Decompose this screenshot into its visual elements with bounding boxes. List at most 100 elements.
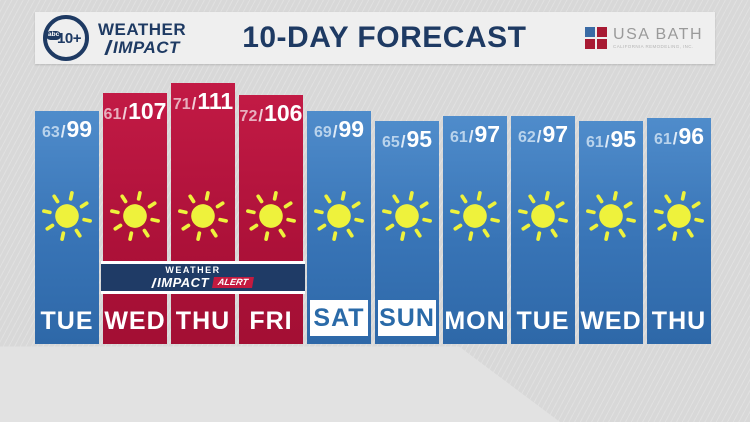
forecast-day-column: 69 / 99 xyxy=(307,111,371,344)
day-label: THU xyxy=(651,306,707,335)
day-strip: WED xyxy=(579,298,643,344)
forecast-day-column: 63 / 99 xyxy=(35,111,99,344)
sponsor-subtext: CALIFORNIA REMODELING, INC. xyxy=(613,43,694,49)
day-label: SAT xyxy=(310,300,368,336)
high-temp: 97 xyxy=(542,121,569,147)
day-strip: SUN xyxy=(375,298,439,344)
high-temp: 95 xyxy=(610,126,637,152)
sunny-icon xyxy=(175,188,231,244)
temps: 72 / 106 xyxy=(239,100,303,127)
forecast-day-column: 62 / 97 xyxy=(511,116,575,344)
day-label: SUN xyxy=(378,300,436,336)
low-temp: 62 xyxy=(517,129,536,146)
temp-separator: / xyxy=(672,129,678,148)
temps: 62 / 97 xyxy=(511,121,575,148)
temps: 61 / 107 xyxy=(103,98,167,125)
channel-number: 10+ xyxy=(57,29,81,47)
usa-bath-squares-icon xyxy=(585,27,608,49)
day-label: MON xyxy=(444,306,506,335)
temps: 65 / 95 xyxy=(375,126,439,153)
lightning-bolt-icon xyxy=(151,277,157,288)
low-temp: 61 xyxy=(449,129,468,146)
day-label: TUE xyxy=(40,306,94,335)
low-temp: 65 xyxy=(381,134,400,151)
forecast-day-column: 61 / 97 xyxy=(443,116,507,344)
forecast-day-column: 61 / 107 xyxy=(103,93,167,344)
day-strip: TUE xyxy=(35,298,99,344)
high-temp: 95 xyxy=(406,126,433,152)
temps: 71 / 111 xyxy=(171,88,235,115)
temp-separator: / xyxy=(468,127,474,146)
high-temp: 97 xyxy=(474,121,501,147)
temp-separator: / xyxy=(60,122,66,141)
day-strip: SAT xyxy=(307,298,371,344)
high-temp: 99 xyxy=(338,116,365,142)
lightning-bolt-icon xyxy=(104,39,113,55)
sunny-icon xyxy=(583,188,639,244)
abc10-logo: abc 10+ xyxy=(43,15,89,61)
wordmark-weather: WEATHER xyxy=(98,19,187,39)
forecast-day-column: 65 / 95 xyxy=(375,121,439,344)
sunny-icon xyxy=(447,188,503,244)
page-title: 10-DAY FORECAST xyxy=(242,21,527,54)
header-bar: abc 10+ WEATHER IMPACT 10-DAY FORECAST U… xyxy=(35,12,715,64)
day-strip: THU xyxy=(647,298,711,344)
day-strip: TUE xyxy=(511,298,575,344)
day-strip: WED xyxy=(103,298,167,344)
low-temp: 61 xyxy=(653,131,672,148)
temp-separator: / xyxy=(400,132,406,151)
alert-badge: ALERT xyxy=(212,277,254,288)
day-strip: FRI xyxy=(239,298,303,344)
low-temp: 61 xyxy=(103,106,122,123)
day-strip: MON xyxy=(443,298,507,344)
weather-impact-alert-banner: WEATHER IMPACT ALERT xyxy=(101,261,305,294)
temps: 61 / 96 xyxy=(647,123,711,150)
day-label: WED xyxy=(104,306,166,335)
temps: 69 / 99 xyxy=(307,116,371,143)
forecast-day-column: 61 / 95 xyxy=(579,121,643,344)
high-temp: 111 xyxy=(197,88,234,114)
weather-impact-wordmark: WEATHER IMPACT xyxy=(98,21,186,56)
sunny-icon xyxy=(379,188,435,244)
low-temp: 61 xyxy=(585,134,604,151)
temp-separator: / xyxy=(536,127,542,146)
forecast-columns: 63 / 99 xyxy=(35,83,711,344)
high-temp: 96 xyxy=(678,123,705,149)
low-temp: 71 xyxy=(172,96,191,113)
temp-separator: / xyxy=(191,94,197,113)
sunny-icon xyxy=(311,188,367,244)
low-temp: 69 xyxy=(313,124,332,141)
abc-network-badge: abc xyxy=(46,31,62,40)
temps: 61 / 95 xyxy=(579,126,643,153)
sponsor-name: USA BATH xyxy=(613,25,703,43)
sunny-icon xyxy=(243,188,299,244)
temps: 61 / 97 xyxy=(443,121,507,148)
day-label: TUE xyxy=(516,306,570,335)
day-label: THU xyxy=(175,306,231,335)
day-label: WED xyxy=(580,306,642,335)
sunny-icon xyxy=(107,188,163,244)
high-temp: 99 xyxy=(66,116,93,142)
day-label: FRI xyxy=(249,306,293,335)
alert-banner-impact: IMPACT xyxy=(157,275,210,290)
forecast-day-column: 72 / 106 xyxy=(239,95,303,344)
sunny-icon xyxy=(39,188,95,244)
low-temp: 63 xyxy=(41,124,60,141)
temps: 63 / 99 xyxy=(35,116,99,143)
temp-separator: / xyxy=(604,132,610,151)
sunny-icon xyxy=(651,188,707,244)
sponsor-logo: USA BATH CALIFORNIA REMODELING, INC. xyxy=(585,25,703,50)
forecast-day-column: 71 / 111 xyxy=(171,83,235,344)
temp-separator: / xyxy=(258,106,264,125)
temp-separator: / xyxy=(122,104,128,123)
alert-banner-weather: WEATHER xyxy=(165,265,221,275)
high-temp: 107 xyxy=(128,98,167,124)
day-strip: THU xyxy=(171,298,235,344)
temp-separator: / xyxy=(332,122,338,141)
forecast-day-column: 61 / 96 xyxy=(647,118,711,344)
wordmark-impact: IMPACT xyxy=(113,37,180,57)
high-temp: 106 xyxy=(264,100,303,126)
low-temp: 72 xyxy=(239,108,258,125)
sunny-icon xyxy=(515,188,571,244)
